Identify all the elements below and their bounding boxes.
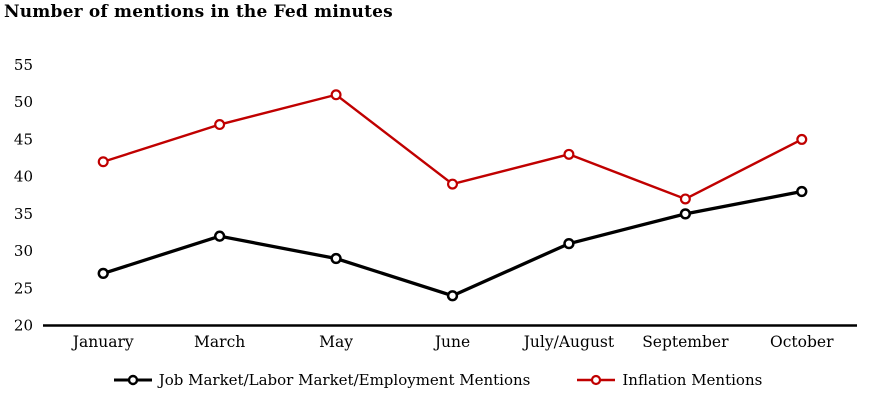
job-market-data-point-marker <box>213 230 226 242</box>
legend-label-inflation: Inflation Mentions <box>622 371 763 389</box>
inflation-data-point-marker <box>796 133 808 145</box>
y-axis-tick-label: 25 <box>14 279 33 297</box>
inflation-data-point-marker <box>563 148 575 160</box>
job-market-data-point-marker <box>563 237 575 250</box>
y-axis-tick-label: 30 <box>14 242 33 260</box>
inflation-data-point-marker <box>97 156 109 168</box>
inflation-data-point-marker <box>330 89 342 101</box>
y-axis-tick-label: 35 <box>14 205 33 223</box>
x-axis-category-label: October <box>770 333 834 351</box>
job-market-data-point-marker <box>796 185 808 198</box>
job-market-data-point-marker <box>97 267 109 280</box>
inflation-data-point-marker <box>447 178 459 190</box>
legend-item-job-market: Job Market/Labor Market/Employment Menti… <box>113 371 531 389</box>
x-axis-category-label: September <box>642 333 729 351</box>
job-market-series-line <box>102 189 803 298</box>
x-axis-category-label: January <box>71 333 134 351</box>
x-axis-category-label: May <box>319 333 353 351</box>
job-market-data-point-marker <box>446 290 459 302</box>
y-axis-tick-label: 50 <box>14 93 33 111</box>
legend-item-inflation: Inflation Mentions <box>576 371 762 389</box>
job-market-data-point-marker <box>679 208 692 220</box>
inflation-data-point-marker <box>214 119 226 131</box>
x-axis-category-label: June <box>433 333 470 351</box>
y-axis-tick-label: 55 <box>14 56 33 74</box>
chart-title: Number of mentions in the Fed minutes <box>4 2 393 22</box>
inflation-legend-marker-icon <box>577 374 616 386</box>
x-axis-category-label: March <box>194 333 245 351</box>
chart-legend: Job Market/Labor Market/Employment Menti… <box>0 371 875 389</box>
y-axis-tick-label: 45 <box>14 130 33 148</box>
y-axis-tick-label: 40 <box>14 168 33 186</box>
y-axis-tick-label: 20 <box>14 317 33 335</box>
legend-label-job-market: Job Market/Labor Market/Employment Menti… <box>158 371 531 389</box>
inflation-data-point-marker <box>679 193 691 205</box>
job-market-legend-marker-icon <box>113 374 152 386</box>
x-axis-category-label: July/August <box>522 333 615 351</box>
job-market-data-point-marker <box>330 252 342 265</box>
